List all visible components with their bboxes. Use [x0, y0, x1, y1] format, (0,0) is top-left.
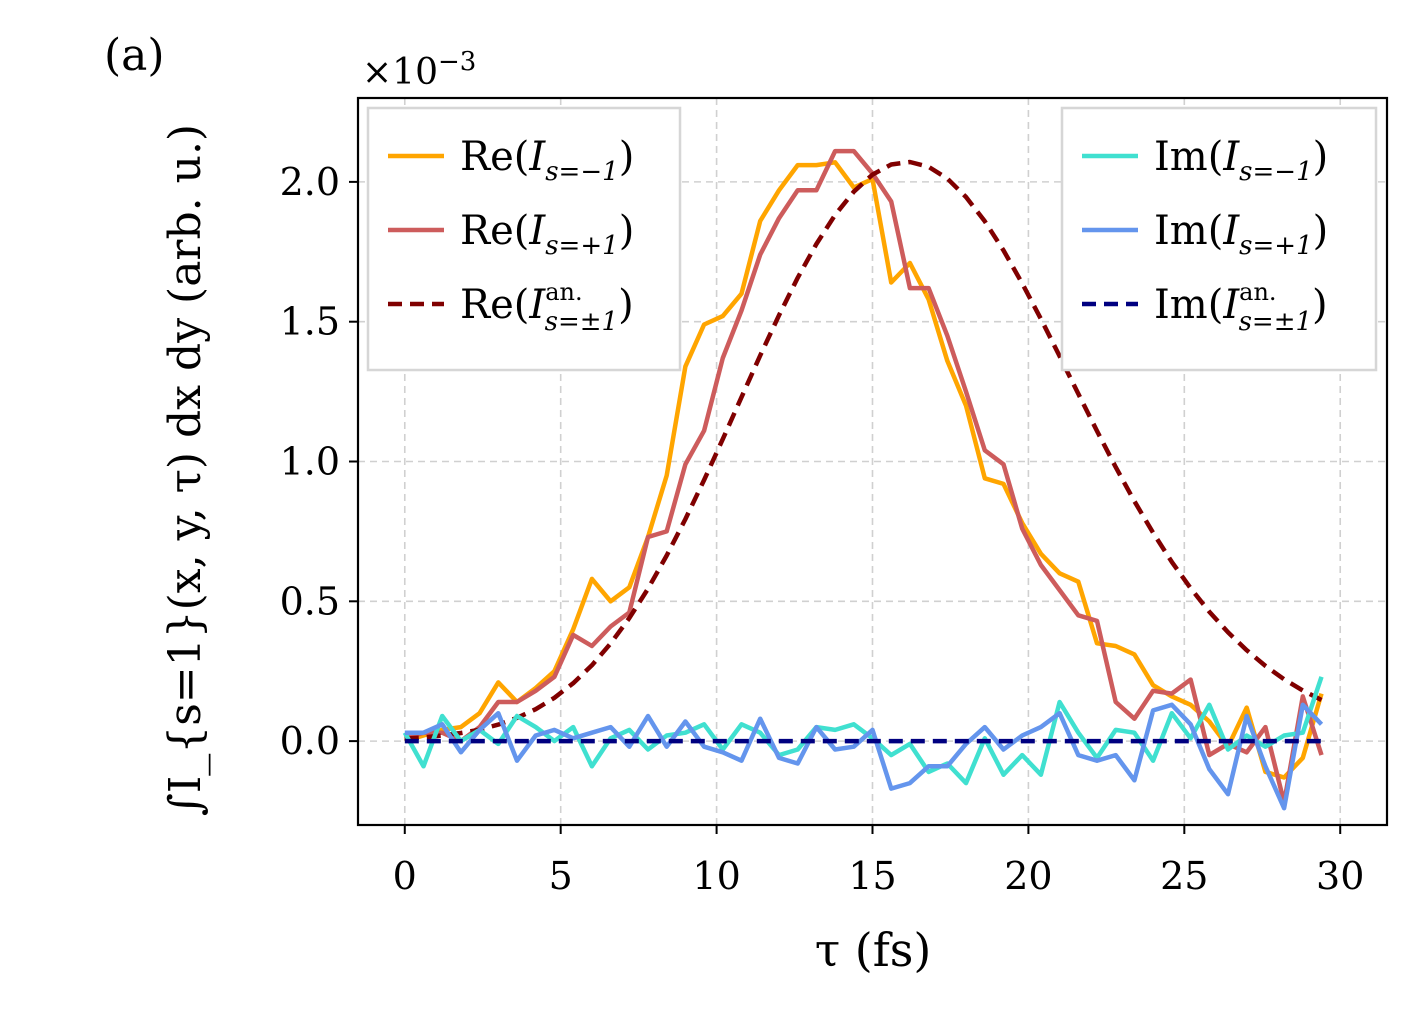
legend-sub: s=±1	[545, 307, 618, 337]
legend-close: )	[619, 208, 635, 254]
legend-entry-label: Re(Is=+1)	[460, 208, 634, 261]
y-axis-label: ∫I_{s=1}(x, y, τ) dx dy (arb. u.)	[160, 124, 211, 816]
x-tick-label: 20	[1004, 854, 1052, 898]
legend-sub: s=−1	[1239, 157, 1312, 187]
legend-sup: an.	[545, 278, 582, 306]
series-line-4	[402, 676, 1324, 786]
legend-main: Re(	[460, 134, 529, 180]
legend-sup: an.	[1239, 278, 1276, 306]
legend-var: I	[528, 134, 546, 180]
legend-var: I	[1222, 282, 1240, 328]
legend-sub: s=+1	[545, 231, 618, 261]
legend-close: )	[619, 134, 635, 180]
legend-var: I	[528, 208, 546, 254]
x-tick-label: 5	[549, 854, 573, 898]
legend-entry-label: Re(Is=−1)	[460, 134, 634, 187]
x-tick-label: 15	[848, 854, 896, 898]
scale-factor-exponent: −3	[438, 47, 476, 77]
legend-entry-label: Im(Is=−1)	[1154, 134, 1328, 187]
x-tick-label: 25	[1160, 854, 1208, 898]
y-tick-label: 1.0	[280, 440, 340, 484]
legend-close: )	[1313, 134, 1329, 180]
legend-close: )	[1312, 282, 1328, 328]
series-layer	[402, 148, 1324, 811]
legend-entry-label: Re(Ian. s=±1)	[460, 278, 634, 337]
legend-main: Im(	[1154, 208, 1223, 254]
scale-factor-label: ×10−3	[362, 47, 476, 93]
legend-main: Re(	[460, 208, 529, 254]
panel-label: (a)	[104, 30, 165, 81]
legend-var: I	[1222, 208, 1240, 254]
legend-upper-right: Im(Is=−1)Im(Is=+1)Im(Ian. s=±1)	[1060, 106, 1378, 372]
y-tick-label: 0.5	[280, 579, 340, 623]
y-tick-label: 0.0	[280, 719, 340, 763]
legend-var: I	[528, 282, 546, 328]
scale-factor-prefix: ×10	[362, 52, 438, 93]
x-axis-label: τ (fs)	[815, 923, 932, 977]
legend-main: Im(	[1154, 282, 1223, 328]
series-line-3	[404, 159, 1323, 741]
legend-entry-label: Im(Ian. s=±1)	[1154, 278, 1328, 337]
x-tick-label: 10	[692, 854, 740, 898]
legend-frame	[366, 106, 682, 372]
legend-entry-label: Im(Is=+1)	[1154, 208, 1328, 261]
y-tick-label: 2.0	[280, 160, 340, 204]
legend-sub: s=−1	[545, 157, 618, 187]
legend-sub: s=+1	[1239, 231, 1312, 261]
legend-var: I	[1222, 134, 1240, 180]
legend-upper-left: Re(Is=−1)Re(Is=+1)Re(Ian. s=±1)	[366, 106, 682, 372]
x-tick-label: 0	[393, 854, 417, 898]
tick-layer: 0 5 10 15 20 25 30 0.0 0.5 1.0 1.5 2.0	[280, 160, 1365, 898]
legend-main: Re(	[460, 282, 529, 328]
legend-main: Im(	[1154, 134, 1223, 180]
legend-frame	[1060, 106, 1378, 372]
legend-close: )	[618, 282, 634, 328]
series-line-2	[404, 148, 1324, 805]
legend-close: )	[1313, 208, 1329, 254]
series-line-5	[404, 702, 1324, 811]
y-tick-label: 1.5	[280, 300, 340, 344]
legend-sub: s=±1	[1239, 307, 1312, 337]
x-tick-label: 30	[1316, 854, 1364, 898]
